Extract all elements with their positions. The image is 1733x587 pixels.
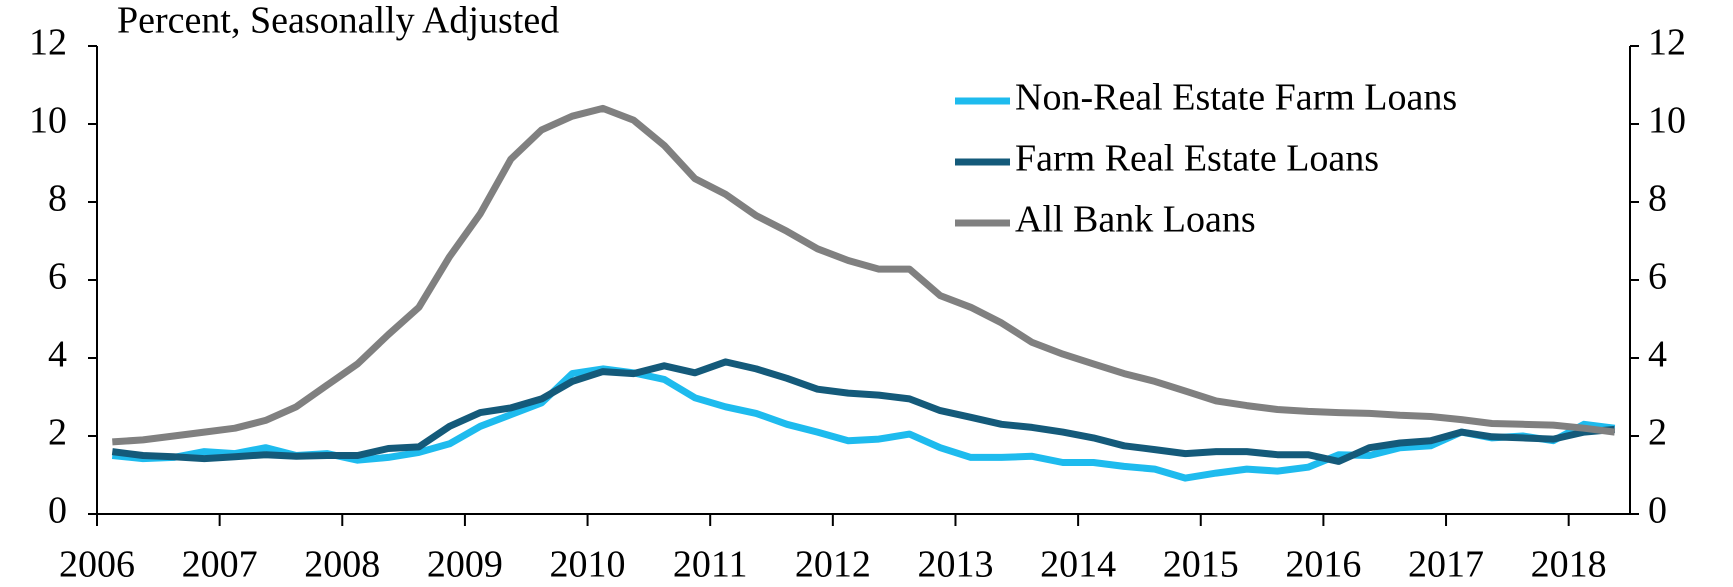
series-line xyxy=(111,365,1616,482)
y2-tick-label: 8 xyxy=(1648,178,1667,220)
y2-tick-label: 4 xyxy=(1648,334,1667,376)
y-tick-label: 4 xyxy=(48,334,67,376)
legend-label: All Bank Loans xyxy=(1015,199,1256,241)
x-tick-label: 2006 xyxy=(59,544,135,586)
x-tick-label: 2018 xyxy=(1531,544,1607,586)
y-tick-label: 2 xyxy=(48,412,67,454)
y-tick-label: 12 xyxy=(29,22,67,64)
y-tick-label: 6 xyxy=(48,256,67,298)
x-tick-label: 2014 xyxy=(1040,544,1116,586)
x-tick-label: 2016 xyxy=(1285,544,1361,586)
x-tick-label: 2015 xyxy=(1163,544,1239,586)
x-tick-label: 2012 xyxy=(795,544,871,586)
chart-title: Percent, Seasonally Adjusted xyxy=(117,0,559,42)
series-line xyxy=(111,358,1616,465)
x-tick-label: 2008 xyxy=(304,544,380,586)
x-tick-label: 2017 xyxy=(1408,544,1484,586)
y-tick-label: 0 xyxy=(48,490,67,532)
y2-tick-label: 6 xyxy=(1648,256,1667,298)
y2-tick-label: 2 xyxy=(1648,412,1667,454)
series-line xyxy=(112,104,1616,446)
legend-label: Farm Real Estate Loans xyxy=(1015,138,1379,180)
y2-tick-label: 10 xyxy=(1648,100,1686,142)
y2-tick-label: 0 xyxy=(1648,490,1667,532)
x-tick-label: 2009 xyxy=(427,544,503,586)
y-tick-label: 8 xyxy=(48,178,67,220)
legend-label: Non-Real Estate Farm Loans xyxy=(1015,77,1457,119)
x-tick-label: 2007 xyxy=(182,544,258,586)
x-tick-label: 2010 xyxy=(550,544,626,586)
y-tick-label: 10 xyxy=(29,100,67,142)
y2-tick-label: 12 xyxy=(1648,22,1686,64)
x-tick-label: 2013 xyxy=(917,544,993,586)
x-tick-label: 2011 xyxy=(673,544,748,586)
